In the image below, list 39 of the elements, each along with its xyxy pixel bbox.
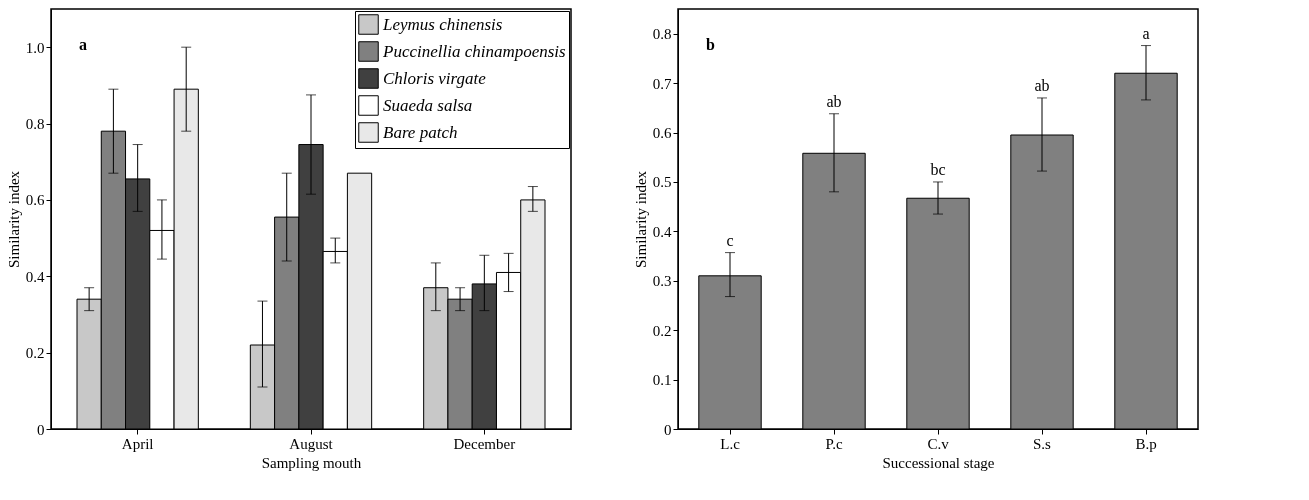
y-tick-label: 0.4: [25, 268, 45, 285]
x-tick-label: December: [453, 435, 516, 452]
y-axis-title: Similarity index: [632, 170, 649, 269]
y-tick-label: 0: [37, 421, 45, 438]
legend-label: Chloris virgate: [383, 68, 487, 88]
y-tick-label: 0.1: [652, 372, 672, 389]
x-tick-label: B.p: [1135, 435, 1157, 452]
y-tick-label: 0: [664, 421, 672, 438]
legend-label: Bare patch: [383, 122, 458, 142]
legend-label: Puccinellia chinampoensis: [382, 41, 567, 61]
annotation: a: [79, 36, 87, 53]
y-tick-label: 0.8: [25, 116, 45, 133]
x-tick-label: C.v: [927, 435, 950, 452]
y-tick-label: 1.0: [25, 39, 45, 56]
y-tick-label: 0.5: [652, 174, 672, 191]
x-axis-title: Sampling mouth: [261, 454, 362, 471]
y-tick-label: 0.2: [25, 345, 45, 362]
legend-label: Leymus chinensis: [382, 14, 503, 34]
y-tick-label: 0.6: [652, 125, 672, 142]
y-tick-label: 0.3: [652, 273, 672, 290]
annotation: ab: [1034, 76, 1050, 94]
annotation: c: [726, 231, 734, 249]
y-tick-label: 0.2: [652, 322, 672, 339]
legend-label: Suaeda salsa: [383, 95, 473, 115]
annotation: bc: [930, 160, 946, 178]
y-axis-title: Similarity index: [5, 170, 22, 269]
y-tick-label: 0.7: [652, 75, 672, 92]
annotation: ab: [826, 92, 842, 110]
x-tick-label: April: [121, 435, 154, 452]
x-axis-title: Successional stage: [882, 454, 995, 471]
y-tick-label: 0.6: [25, 192, 45, 209]
annotation: a: [1142, 24, 1150, 42]
x-tick-label: August: [289, 435, 334, 452]
y-tick-label: 0.4: [652, 223, 672, 240]
y-tick-label: 0.8: [652, 26, 672, 43]
annotation: b: [706, 36, 715, 53]
x-tick-label: S.s: [1033, 435, 1052, 452]
x-tick-label: L.c: [720, 435, 741, 452]
x-tick-label: P.c: [825, 435, 843, 452]
